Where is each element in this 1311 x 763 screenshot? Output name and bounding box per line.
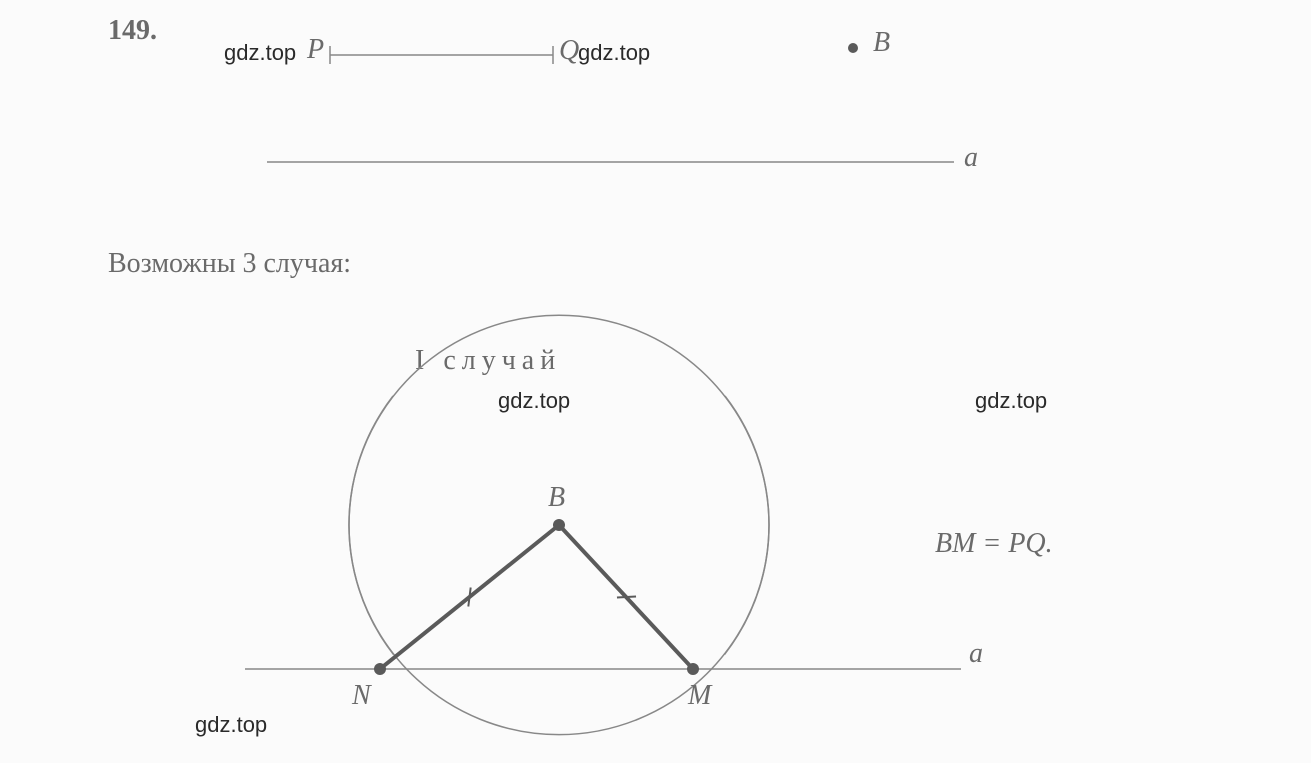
watermark-5: gdz.top	[195, 712, 267, 738]
label-m: M	[688, 680, 711, 712]
equation-case1: BM = PQ.	[935, 528, 1053, 560]
label-a-case1: a	[969, 638, 983, 670]
diagram-case1-main	[0, 0, 1311, 763]
label-b-case1: B	[548, 482, 565, 514]
label-n: N	[352, 680, 371, 712]
